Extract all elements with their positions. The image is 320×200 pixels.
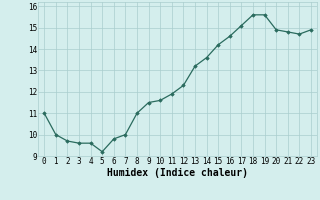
X-axis label: Humidex (Indice chaleur): Humidex (Indice chaleur)	[107, 168, 248, 178]
